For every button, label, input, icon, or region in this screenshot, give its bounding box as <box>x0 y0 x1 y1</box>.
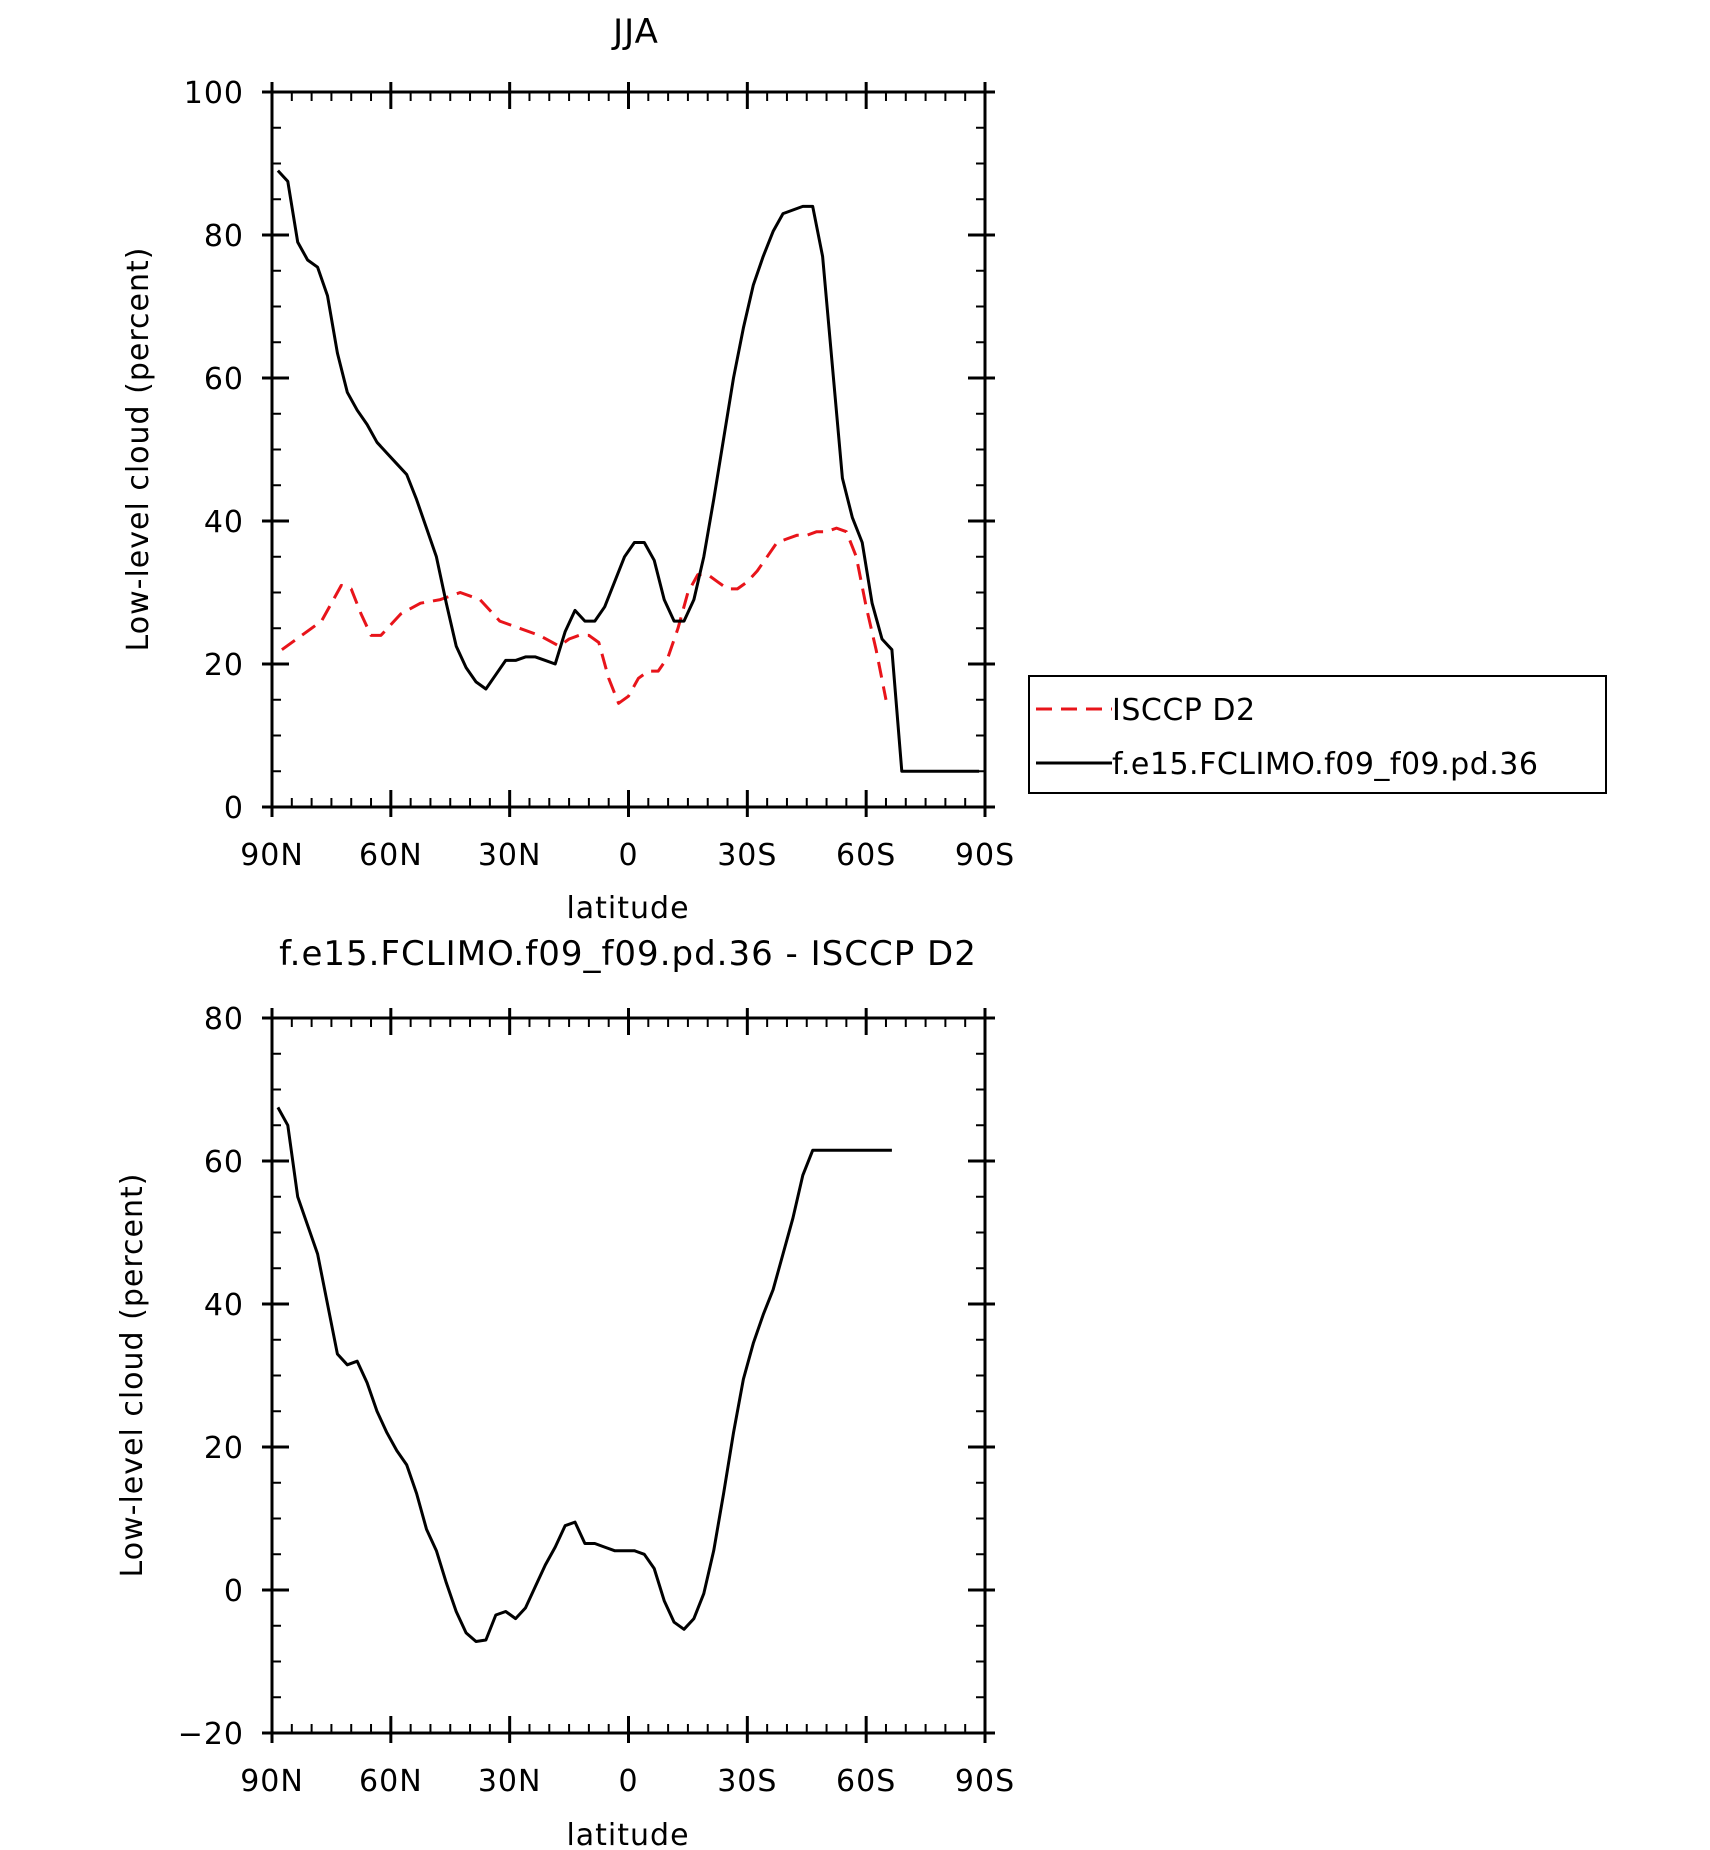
x-tick-label: 90S <box>955 1764 1015 1799</box>
x-tick-label: 60S <box>836 838 896 873</box>
legend-label-isccp: ISCCP D2 <box>1112 693 1256 728</box>
legend-box <box>1028 675 1607 794</box>
x-tick-label: 30S <box>717 838 777 873</box>
y-tick-labels: −20 0 20 40 60 80 <box>178 1002 244 1752</box>
plot-frame <box>270 1016 987 1735</box>
top-panel: JJA 90N 60N 30N 0 30S 60S 90S 0 20 40 60 80 100 lat… <box>121 12 1607 926</box>
x-axis-label: latitude <box>566 1818 689 1850</box>
y-tick-label: 80 <box>204 1002 244 1037</box>
y-tick-labels: 0 20 40 60 80 100 <box>184 76 244 826</box>
x-tick-labels: 90N 60N 30N 0 30S 60S 90S <box>240 838 1015 873</box>
series-group <box>276 169 980 773</box>
series-group <box>276 1106 892 1643</box>
x-tick-label: 30N <box>478 838 542 873</box>
y-tick-label: 40 <box>204 505 244 540</box>
x-tick-label: 90N <box>240 838 304 873</box>
y-tick-label: 0 <box>224 1574 244 1609</box>
y-tick-label: 80 <box>204 219 244 254</box>
x-tick-label: 0 <box>618 838 638 873</box>
y-tick-label: −20 <box>178 1717 244 1752</box>
x-tick-label: 60N <box>359 838 423 873</box>
legend-label-model: f.e15.FCLIMO.f09_f09.pd.36 <box>1112 747 1538 782</box>
x-tick-labels: 90N 60N 30N 0 30S 60S 90S <box>240 1764 1015 1799</box>
chart-title: JJA <box>611 12 659 52</box>
x-tick-label: 60S <box>836 1764 896 1799</box>
y-tick-label: 60 <box>204 1145 244 1180</box>
chart-title: f.e15.FCLIMO.f09_f09.pd.36 - ISCCP D2 <box>279 934 977 974</box>
bottom-panel: f.e15.FCLIMO.f09_f09.pd.36 - ISCCP D2 90… <box>115 934 1015 1850</box>
y-tick-label: 20 <box>204 1431 244 1466</box>
minor-ticks <box>272 1018 985 1733</box>
x-tick-label: 60N <box>359 1764 423 1799</box>
y-tick-label: 0 <box>224 791 244 826</box>
x-tick-label: 90S <box>955 838 1015 873</box>
plot-frame <box>270 90 987 809</box>
legend: ISCCP D2 f.e15.FCLIMO.f09_f09.pd.36 <box>1028 675 1607 794</box>
series-line-difference <box>276 1106 892 1643</box>
minor-ticks <box>272 92 985 807</box>
x-tick-label: 30S <box>717 1764 777 1799</box>
series-line-f-e15-fclimo-f09-f09-pd-36 <box>276 169 980 773</box>
y-tick-label: 40 <box>204 1288 244 1323</box>
y-axis-label: Low-level cloud (percent) <box>121 247 156 652</box>
major-ticks <box>262 82 995 817</box>
y-tick-label: 100 <box>184 76 244 111</box>
x-tick-label: 0 <box>618 1764 638 1799</box>
y-tick-label: 20 <box>204 648 244 683</box>
series-line-isccp-d2 <box>281 526 888 705</box>
major-ticks <box>262 1008 995 1743</box>
x-axis-label: latitude <box>566 891 689 926</box>
x-tick-label: 30N <box>478 1764 542 1799</box>
y-tick-label: 60 <box>204 362 244 397</box>
x-tick-label: 90N <box>240 1764 304 1799</box>
y-axis-label: Low-level cloud (percent) <box>115 1173 150 1578</box>
